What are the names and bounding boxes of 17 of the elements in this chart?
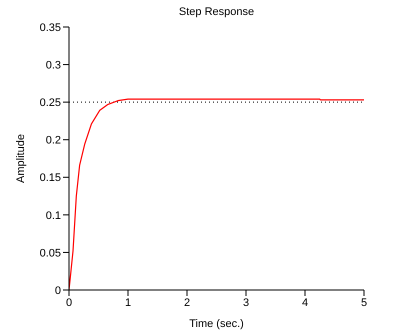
x-tick-label: 5 (360, 296, 368, 309)
y-tick-label: 0.35 (40, 22, 61, 34)
y-tick-label: 0.15 (40, 172, 61, 184)
x-tick-label: 2 (184, 296, 190, 309)
x-tick-label: 4 (302, 296, 308, 309)
y-tick-label: 0.1 (46, 210, 61, 222)
y-tick-label: 0.3 (46, 59, 61, 72)
x-tick-label: 0 (66, 296, 72, 309)
y-tick-label: 0.2 (46, 134, 61, 147)
y-axis-title: Amplitude (14, 134, 27, 183)
x-tick-label: 1 (124, 296, 132, 309)
x-axis-title: Time (sec.) (189, 318, 244, 330)
x-tick-label: 3 (242, 296, 250, 309)
chart-title: Step Response (178, 6, 256, 18)
y-tick-label: 0.05 (40, 247, 61, 260)
y-tick-label: 0 (54, 284, 61, 297)
y-tick-label: 0.25 (40, 97, 61, 110)
